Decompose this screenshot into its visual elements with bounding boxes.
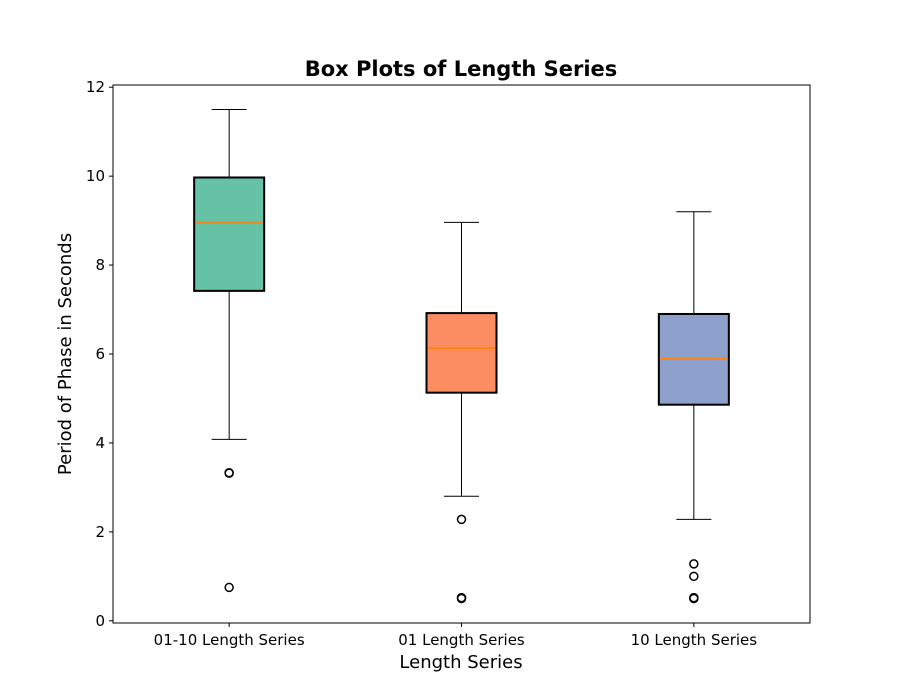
y-tick-label: 12: [86, 78, 105, 96]
plot-frame: [112, 84, 811, 624]
box-series: [193, 108, 730, 604]
x-tick-label: 01-10 Length Series: [154, 631, 305, 649]
outlier-point: [689, 571, 699, 582]
outlier-point: [224, 582, 234, 593]
box-group: [425, 221, 498, 604]
chart-title: Box Plots of Length Series: [305, 57, 618, 81]
box-group: [193, 108, 266, 593]
y-tick-label: 6: [95, 345, 105, 363]
outlier-point: [689, 592, 699, 603]
y-tick-label: 10: [86, 167, 105, 185]
outlier-point: [224, 467, 234, 478]
y-tick-label: 0: [95, 612, 105, 630]
box: [193, 176, 266, 292]
y-tick-label: 8: [95, 256, 105, 274]
outlier-point: [456, 592, 467, 603]
y-tick-label: 4: [95, 434, 105, 452]
x-tick-label: 10 Length Series: [631, 631, 758, 649]
box: [657, 312, 730, 406]
box-group: [657, 211, 730, 604]
outlier-point: [689, 559, 699, 569]
box: [425, 312, 498, 394]
x-axis-ticks: 01-10 Length Series 01 Length Series 10 Le…: [154, 623, 758, 649]
x-axis-label: Length Series: [399, 652, 522, 673]
outlier-point: [456, 514, 467, 525]
y-tick-label: 2: [95, 523, 105, 541]
x-tick-label: 01 Length Series: [398, 631, 525, 649]
y-axis-ticks: 0 2 4 6 8 10 12: [86, 78, 113, 630]
y-axis-label: Period of Phase in Seconds: [55, 233, 76, 475]
